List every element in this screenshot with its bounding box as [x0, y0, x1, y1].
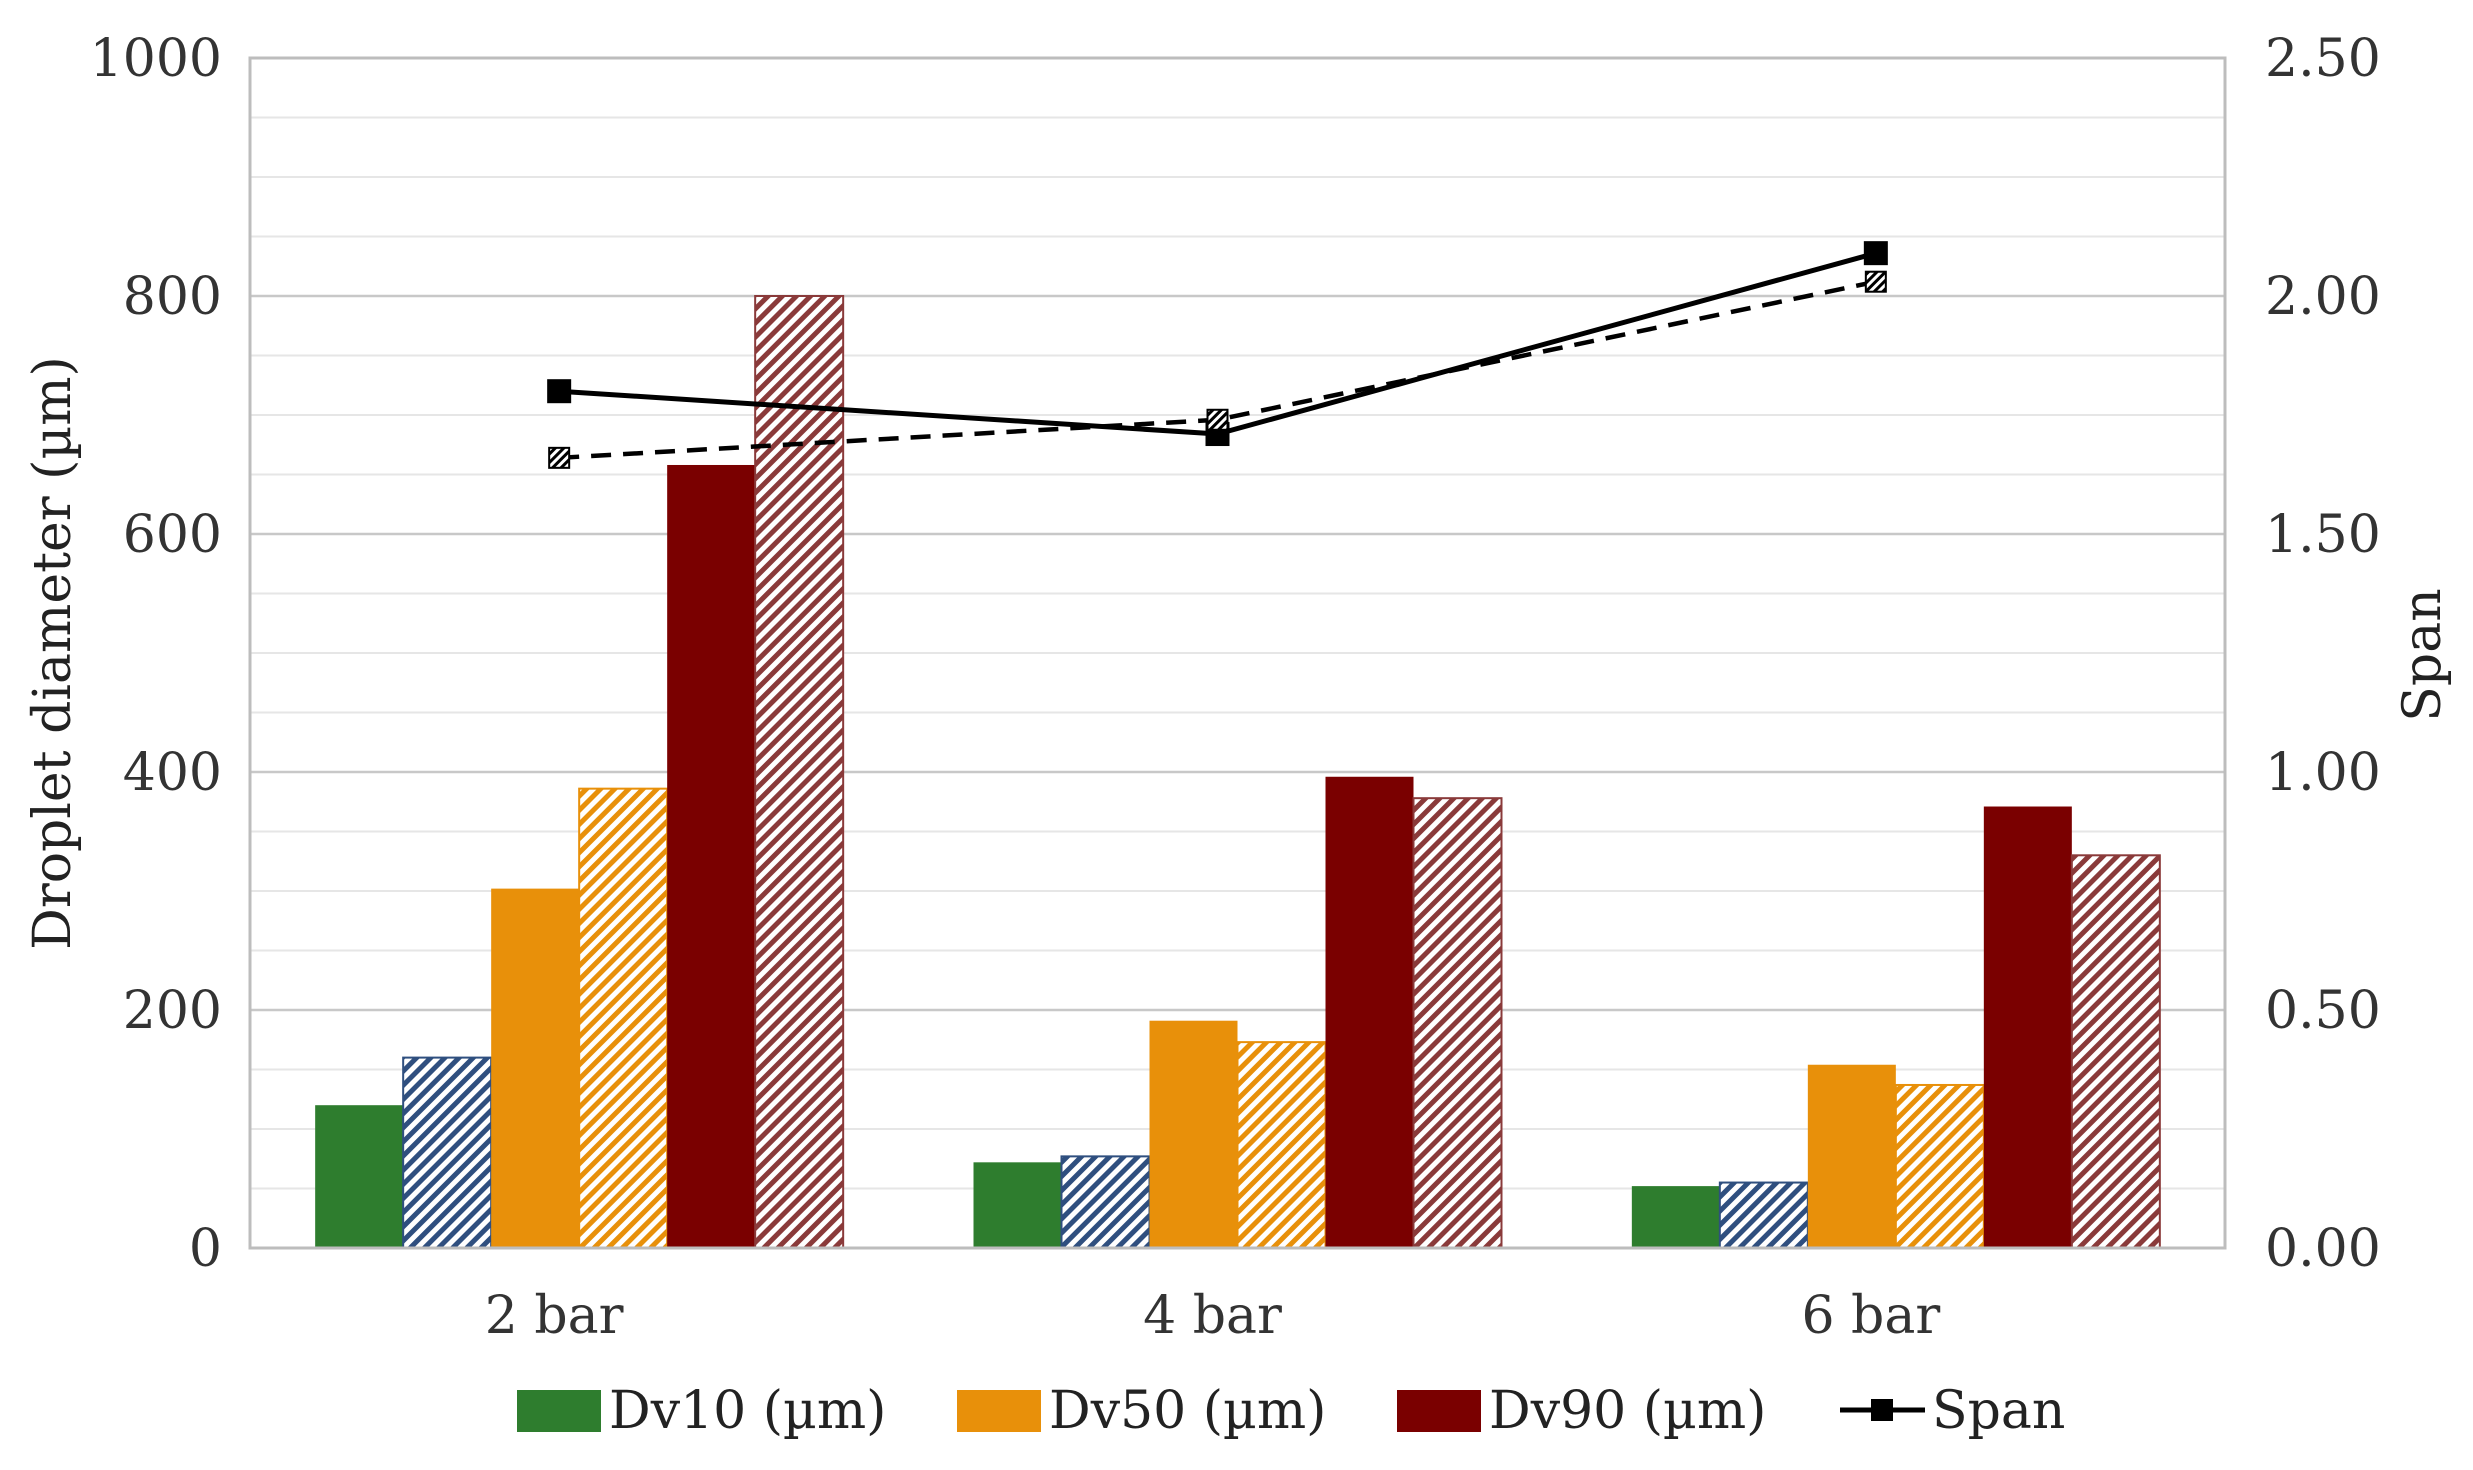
legend-swatch-dv10: [517, 1390, 601, 1432]
bar-solid-series-4-1: [1325, 776, 1414, 1248]
left-tick-label: 0: [189, 1219, 222, 1279]
bar-hatched-series-1-0: [402, 1056, 493, 1249]
bar-solid-series-4-2: [1983, 806, 2072, 1248]
right-axis-ticks: 0.00 0.50 1.00 1.50 2.00 2.50: [2265, 29, 2381, 1279]
bar-solid-series-2-1: [1149, 1020, 1238, 1248]
span-marker-dashed-0: [548, 446, 571, 469]
bar-solid-series-2-0: [491, 888, 580, 1248]
legend-label-dv90: Dv90 (µm): [1489, 1381, 1766, 1441]
bar-hatched-series-3-0: [578, 787, 669, 1249]
bar-solid-series-0-2: [1631, 1186, 1720, 1248]
bar-solid-series-0-0: [315, 1105, 404, 1248]
x-tick-label: 2 bar: [485, 1286, 624, 1346]
span-marker-dashed-2: [1864, 270, 1887, 293]
bar-hatched-series-3-2: [1894, 1083, 1985, 1249]
legend-label-dv50: Dv50 (µm): [1049, 1381, 1326, 1441]
left-tick-label: 600: [123, 505, 222, 565]
left-tick-label: 200: [123, 981, 222, 1041]
legend-swatch-dv50: [957, 1390, 1041, 1432]
y-axis-title: Droplet diameter (µm): [23, 356, 83, 950]
left-tick-label: 1000: [90, 29, 222, 89]
legend-label-dv10: Dv10 (µm): [609, 1381, 886, 1441]
legend-label-span: Span: [1932, 1381, 2065, 1441]
right-tick-label: 0.50: [2265, 981, 2381, 1041]
left-axis-ticks: 0 200 400 600 800 1000: [90, 29, 222, 1279]
bar-solid-series-4-0: [667, 464, 756, 1249]
span-marker-dashed-1: [1206, 408, 1229, 431]
plot-frame: [248, 56, 2227, 1250]
bar-solid-series-2-2: [1807, 1064, 1896, 1248]
bar-solid-series-0-1: [973, 1162, 1062, 1248]
bar-hatched-series-1-1: [1060, 1155, 1151, 1249]
right-tick-label: 2.00: [2265, 267, 2381, 327]
x-tick-label: 4 bar: [1143, 1286, 1282, 1346]
right-tick-label: 1.00: [2265, 743, 2381, 803]
span-marker-solid-0: [547, 379, 572, 404]
legend: Dv10 (µm) Dv50 (µm) Dv90 (µm) Span: [517, 1381, 2065, 1441]
span-lines: [547, 241, 1888, 469]
x-tick-label: 6 bar: [1801, 1286, 1940, 1346]
left-tick-label: 800: [123, 267, 222, 327]
bar-hatched-series-5-2: [2070, 854, 2161, 1249]
x-axis-ticks: 2 bar 4 bar 6 bar: [485, 1286, 1941, 1346]
bar-hatched-series-1-2: [1718, 1181, 1809, 1250]
bar-hatched-series-5-0: [754, 295, 845, 1249]
bar-hatched-series-5-1: [1412, 797, 1503, 1249]
right-tick-label: 0.00: [2265, 1219, 2381, 1279]
left-tick-label: 400: [123, 743, 222, 803]
bars: [315, 295, 2161, 1250]
legend-swatch-dv90: [1397, 1390, 1481, 1432]
right-tick-label: 2.50: [2265, 29, 2381, 89]
y2-axis-title: Span: [2393, 588, 2453, 721]
legend-swatch-span-marker: [1871, 1399, 1893, 1421]
right-tick-label: 1.50: [2265, 505, 2381, 565]
span-marker-solid-2: [1863, 241, 1888, 266]
bar-hatched-series-3-1: [1236, 1041, 1327, 1249]
